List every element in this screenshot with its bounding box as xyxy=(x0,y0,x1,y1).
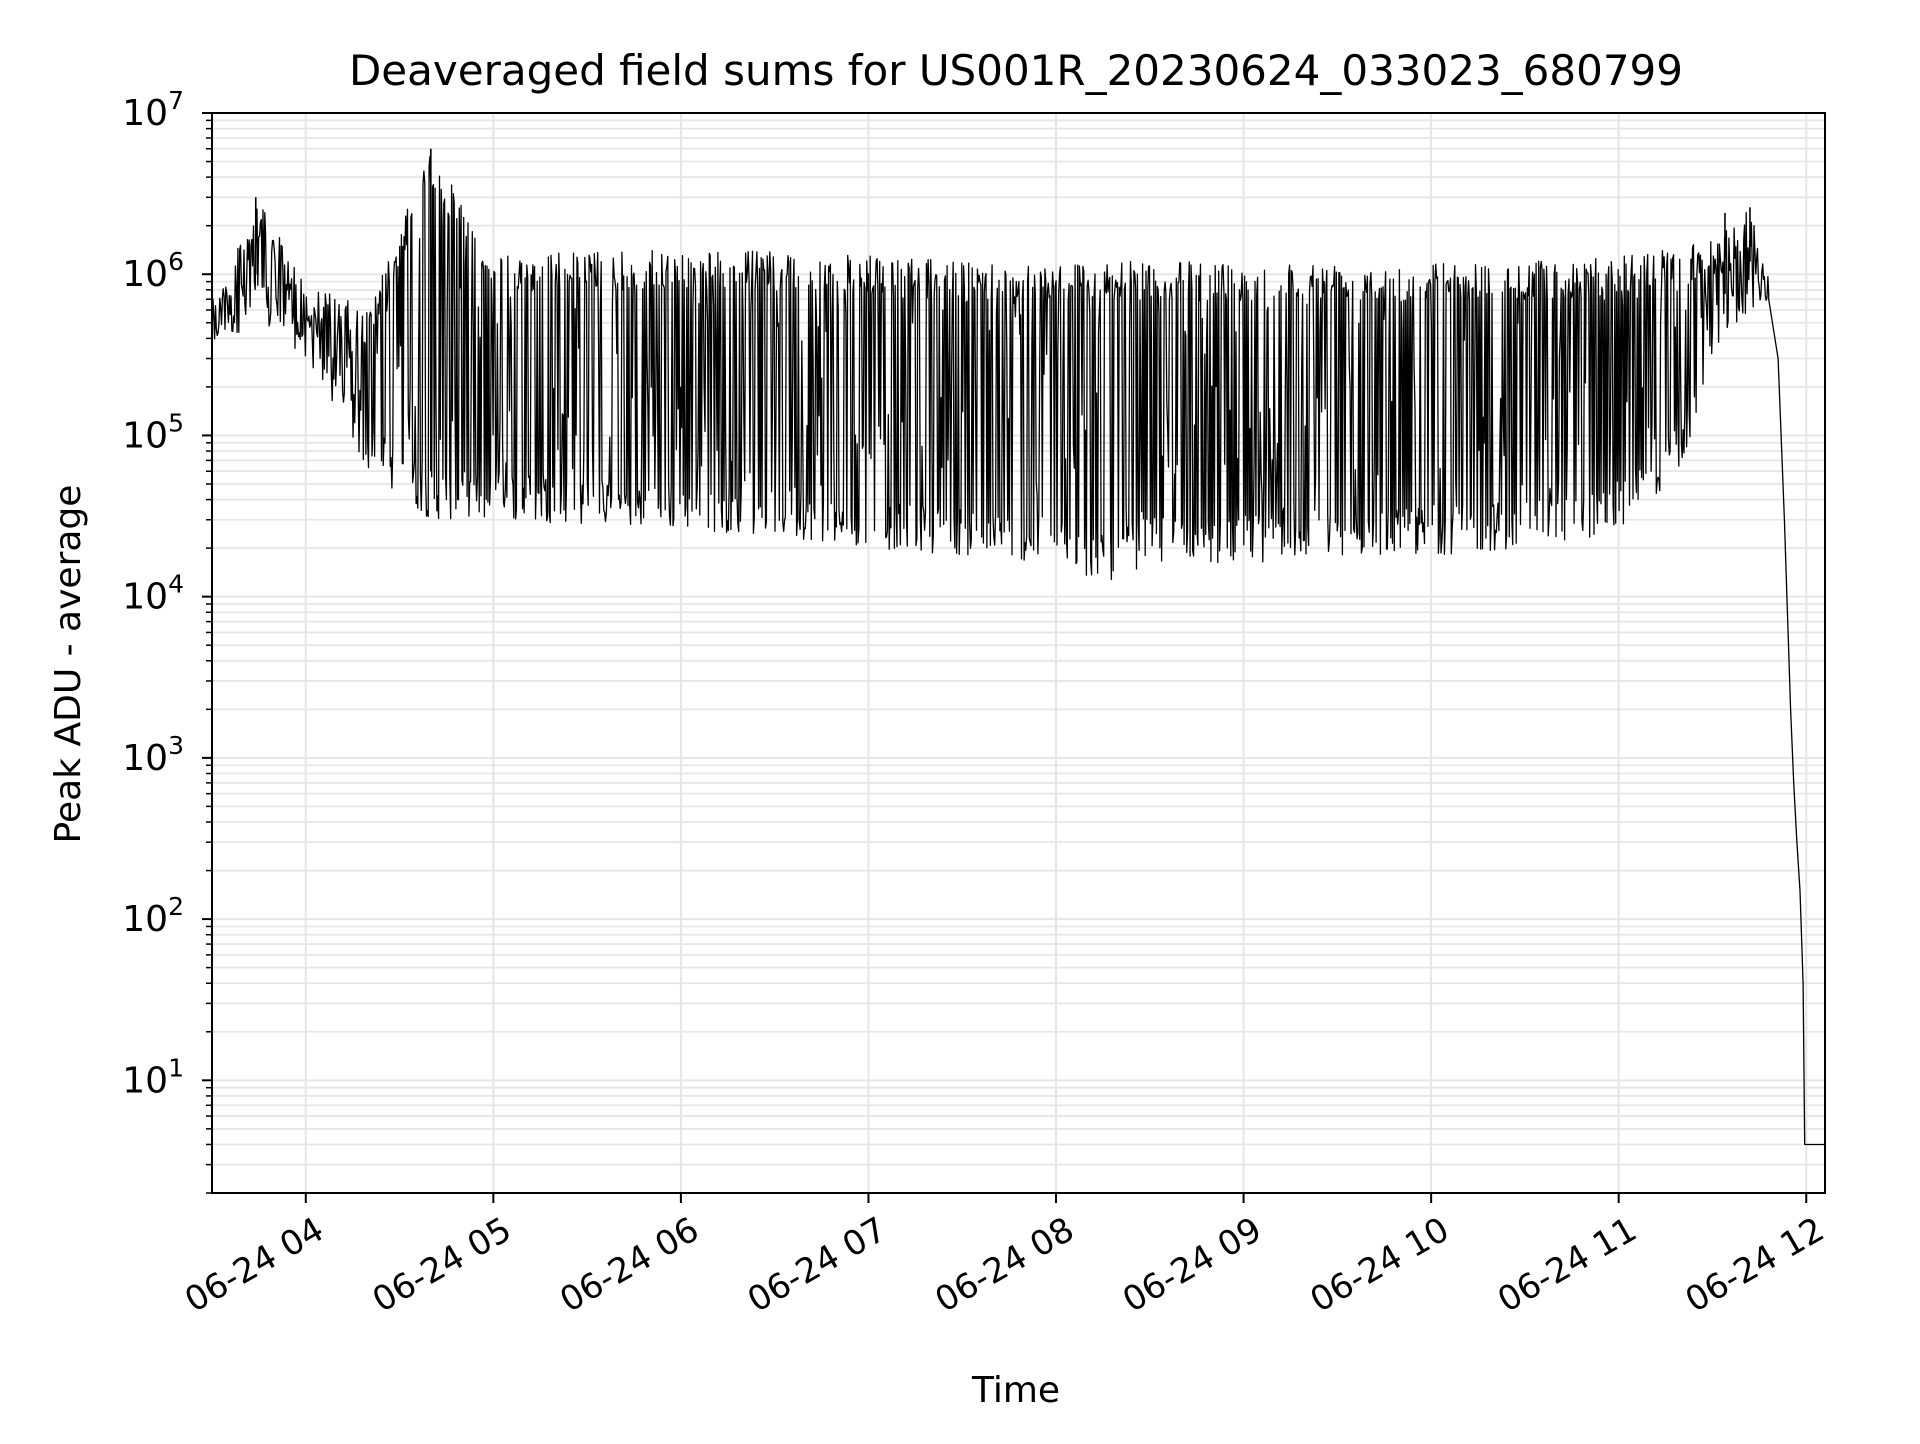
grid-layer xyxy=(212,112,1825,1194)
series-line xyxy=(211,155,1825,1146)
y-tick-label: 101 xyxy=(122,1053,184,1101)
y-tick-label: 103 xyxy=(122,731,184,779)
y-tick-label: 107 xyxy=(122,86,184,134)
plot-frame xyxy=(211,112,1826,1194)
y-axis-label: Peak ADU - average xyxy=(48,485,89,844)
y-tick-label: 102 xyxy=(122,892,184,940)
y-tick-label: 105 xyxy=(122,408,184,456)
series-layer xyxy=(211,148,1825,1146)
y-tick-label: 106 xyxy=(122,247,184,295)
chart-title: Deaveraged field sums for US001R_2023062… xyxy=(349,46,1683,95)
y-tick-label: 104 xyxy=(122,570,184,618)
x-axis-label: Time xyxy=(971,1370,1060,1411)
